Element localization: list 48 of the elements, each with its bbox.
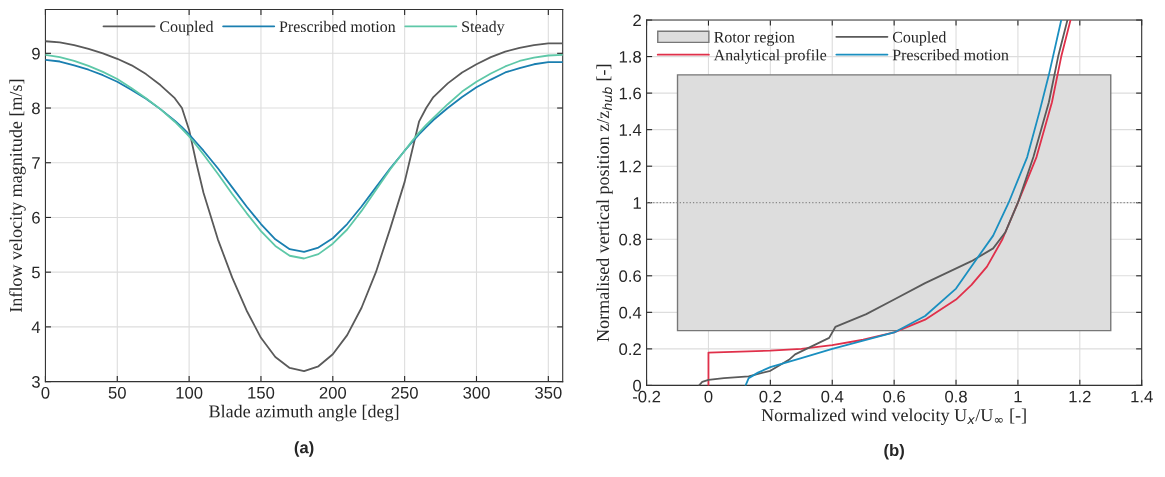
x-tick-label: -0.2: [632, 390, 661, 403]
y-tick-label: 6: [32, 211, 40, 224]
legend-label: Rotor region: [714, 31, 795, 46]
x-tick-label: 1: [1014, 390, 1022, 403]
text: (b): [884, 443, 904, 460]
y-tick-label: 0.6: [619, 270, 641, 282]
x-tick-label: 350: [535, 386, 562, 399]
y-tick-label: 7: [32, 157, 40, 169]
x-tick-label: 200: [319, 386, 347, 399]
legend-label: Prescribed motion: [892, 49, 1009, 61]
x-tick-label: 0: [41, 386, 50, 399]
x-axis-title: Blade azimuth angle [deg]: [209, 404, 399, 422]
x-tick-label: 150: [248, 386, 275, 399]
y-tick-label: 8: [32, 102, 40, 115]
x-tick-label: 50: [108, 386, 126, 399]
y-axis-title: Inflow velocity magnitude [m/s]: [9, 79, 26, 312]
y-tick-label: 1.8: [619, 50, 641, 63]
y-tick-label: 0.8: [619, 233, 641, 246]
x-axis-title: Normalized wind velocity U$_{x}$/U$_{∞}$ [-]: [761, 408, 1026, 426]
y-tick-label: 1: [633, 197, 641, 209]
x-tick-label: 0.6: [883, 390, 905, 403]
x-tick-label: 300: [463, 386, 490, 399]
x-tick-label: 0: [704, 390, 713, 403]
x-tick-label: 0.4: [821, 390, 844, 403]
legend-label: Steady: [462, 20, 505, 36]
x-tick-label: 100: [176, 386, 203, 399]
legend-label: Coupled: [892, 31, 947, 46]
y-tick-label: 0.2: [619, 343, 641, 356]
y-tick-label: 1.6: [619, 87, 641, 100]
y-tick-label: 1.4: [619, 124, 642, 136]
y-tick-label: 9: [32, 47, 40, 60]
y-axis-title: Normalised vertical position z/z$_{hub}$ [-]: [596, 64, 613, 342]
legend-label: Coupled: [160, 20, 214, 36]
legend-label: Prescribed motion: [279, 20, 396, 33]
y-tick-label: 5: [31, 266, 40, 279]
y-tick-label: 0.4: [619, 306, 642, 319]
x-tick-label: 1.4: [1131, 390, 1153, 403]
x-tick-label: 0.8: [945, 390, 967, 403]
y-tick-label: 4: [31, 321, 41, 333]
x-tick-label: 250: [391, 386, 418, 399]
y-tick-label: 3: [31, 376, 40, 388]
x-tick-label: 1.2: [1069, 390, 1091, 403]
y-tick-label: 2: [633, 14, 641, 27]
x-tick-label: 0.2: [759, 390, 782, 403]
legend-label: Analytical profile: [713, 49, 827, 64]
text: (a): [294, 441, 314, 457]
y-tick-label: 1.2: [619, 160, 641, 173]
line-series: [45, 40, 563, 373]
